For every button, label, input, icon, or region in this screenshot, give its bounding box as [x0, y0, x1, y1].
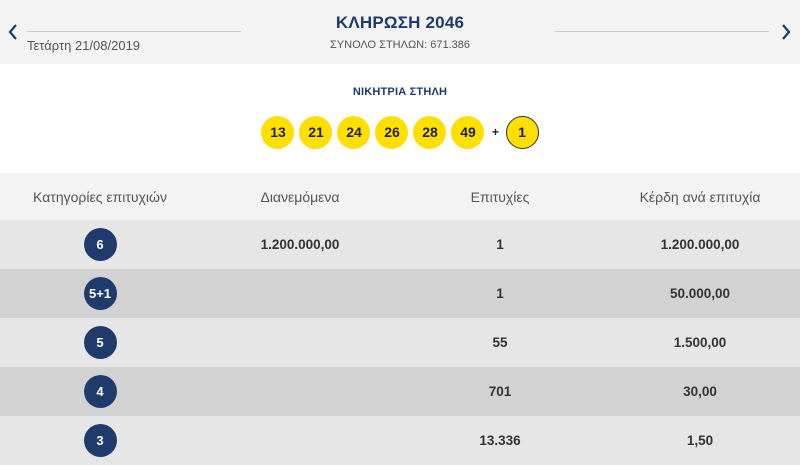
header-winners: Επιτυχίες: [470, 188, 530, 205]
winning-number-ball: 24: [337, 115, 371, 149]
winning-number-ball: 21: [299, 115, 333, 149]
divider-right: [555, 31, 769, 32]
draw-title: ΚΛΗΡΩΣΗ 2046: [335, 13, 465, 32]
divider-left: [27, 31, 241, 32]
distributed-value: 1.200.000,00: [260, 237, 340, 252]
winning-column-label: ΝΙΚΗΤΡΙΑ ΣΤΗΛΗ: [352, 86, 448, 98]
table-row: 4 701 30,00: [0, 367, 800, 416]
chevron-left-icon: [8, 24, 17, 40]
prize-value: 50.000,00: [669, 286, 731, 301]
category-badge: 3: [83, 424, 117, 457]
winners-value: 1: [496, 237, 504, 252]
table-header: Κατηγορίες επιτυχιών Διανεμόμενα Επιτυχί…: [0, 173, 800, 220]
category-badge: 5+1: [83, 277, 117, 310]
table-row: 3 13.336 1,50: [0, 416, 800, 465]
category-badge: 5: [83, 326, 117, 359]
winning-numbers: 13 21 24 26 28 49 + 1: [0, 115, 800, 149]
prize-value: 1.500,00: [673, 335, 727, 350]
next-draw-button[interactable]: [776, 20, 796, 44]
draw-date: Τετάρτη 21/08/2019: [27, 38, 141, 53]
prize-table: Κατηγορίες επιτυχιών Διανεμόμενα Επιτυχί…: [0, 173, 800, 465]
prize-value: 1,50: [686, 433, 714, 448]
category-badge: 4: [83, 375, 117, 408]
header-distributed: Διανεμόμενα: [260, 188, 340, 205]
category-badge: 6: [83, 228, 117, 261]
table-row: 6 1.200.000,00 1 1.200.000,00: [0, 220, 800, 269]
winning-number-ball: 49: [451, 115, 485, 149]
winners-value: 13.336: [479, 433, 521, 448]
winners-value: 55: [492, 335, 508, 350]
header-categories: Κατηγορίες επιτυχιών: [33, 188, 167, 205]
table-row: 5+1 1 50.000,00: [0, 269, 800, 318]
bonus-number-ball: 1: [505, 115, 539, 149]
prize-value: 30,00: [683, 384, 717, 399]
winning-number-ball: 26: [375, 115, 409, 149]
chevron-right-icon: [782, 24, 791, 40]
total-columns: ΣΥΝΟΛΟ ΣΤΗΛΩΝ: 671.386: [329, 39, 471, 51]
winning-number-ball: 28: [413, 115, 447, 149]
plus-sign: +: [491, 125, 499, 139]
draw-header: Τετάρτη 21/08/2019 ΚΛΗΡΩΣΗ 2046 ΣΥΝΟΛΟ Σ…: [0, 0, 800, 64]
winners-value: 701: [488, 384, 512, 399]
previous-draw-button[interactable]: [3, 20, 23, 44]
winning-number-ball: 13: [261, 115, 295, 149]
prize-value: 1.200.000,00: [660, 237, 740, 252]
table-row: 5 55 1.500,00: [0, 318, 800, 367]
winners-value: 1: [496, 286, 504, 301]
header-prize-per-winner: Κέρδη ανά επιτυχία: [639, 188, 761, 205]
